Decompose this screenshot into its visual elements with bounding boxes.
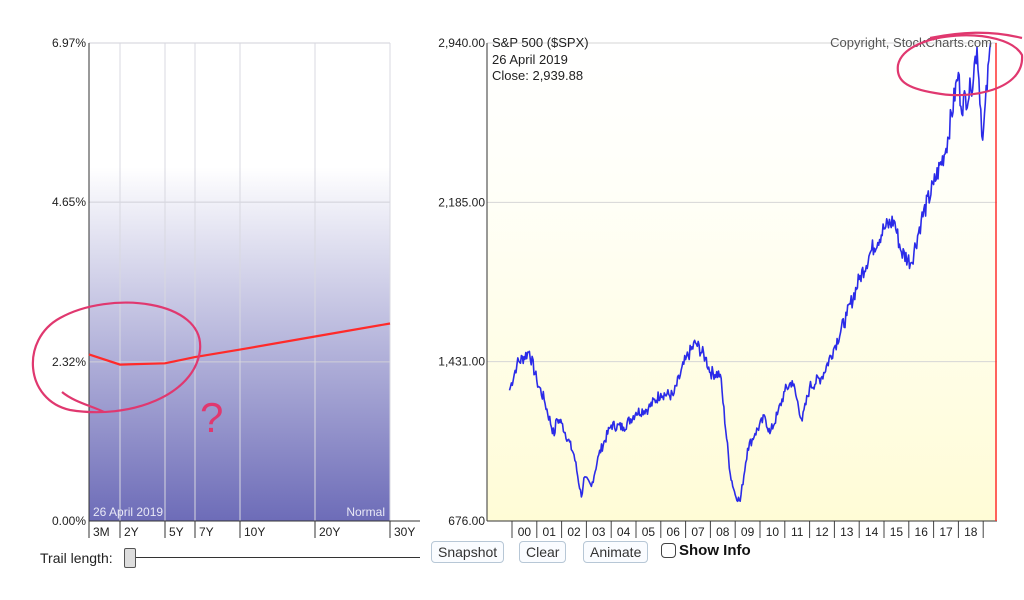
spx-x-tick-label: 08 xyxy=(716,525,730,539)
spx-y-tick-label: 2,940.00 xyxy=(438,36,485,50)
spx-x-tick-label: 09 xyxy=(741,525,755,539)
yield-curve-line xyxy=(88,322,391,366)
spx-x-tick-label: 02 xyxy=(567,525,581,539)
spx-close-label: Close: 2,939.88 xyxy=(492,68,583,83)
spx-x-tick-label: 12 xyxy=(815,525,829,539)
yield-grid xyxy=(89,42,391,522)
yield-y-tick-label: 2.32% xyxy=(52,355,86,369)
spx-x-tick-label: 03 xyxy=(592,525,606,539)
trail-length-slider-track[interactable] xyxy=(124,557,420,558)
spx-y-axis: 2,940.00 2,185.00 1,431.00 676.00 xyxy=(438,36,485,528)
clear-button[interactable]: Clear xyxy=(519,541,567,563)
yield-y-tick-label: 4.65% xyxy=(52,195,86,209)
show-info-checkbox[interactable] xyxy=(661,543,676,558)
yield-curve-chart: 6.97% 4.65% 2.32% 0.00% 3M 2Y 5Y 7Y 10Y 20Y 30Y 2… xyxy=(52,36,420,539)
spx-x-axis: 00 01 02 03 04 05 06 07 08 09 10 11 12 13 14 15 16 17 18 xyxy=(511,521,984,539)
yield-x-tick-label: 7Y xyxy=(199,525,214,539)
spx-x-tick-label: 17 xyxy=(939,525,953,539)
spx-x-tick-label: 00 xyxy=(518,525,532,539)
spx-price-line xyxy=(508,42,992,503)
spx-x-tick-label: 13 xyxy=(840,525,854,539)
yield-x-tick-label: 30Y xyxy=(394,525,415,539)
show-info-toggle[interactable]: Show Info xyxy=(661,542,751,559)
annotation-circle-yield xyxy=(31,301,202,414)
spx-x-tick-label: 11 xyxy=(791,525,804,539)
spx-x-tick-label: 01 xyxy=(543,525,557,539)
spx-x-tick-label: 16 xyxy=(915,525,929,539)
spx-y-tick-label: 1,431.00 xyxy=(438,355,485,369)
show-info-label: Show Info xyxy=(679,542,751,559)
pink-annotations: ? xyxy=(31,31,1024,441)
spx-grid xyxy=(487,42,997,363)
animate-button[interactable]: Animate xyxy=(583,541,649,563)
yield-x-tick-label: 5Y xyxy=(169,525,184,539)
copyright-label: Copyright, StockCharts.com xyxy=(830,35,992,50)
spx-x-tick-label: 10 xyxy=(766,525,780,539)
yield-date-label: 26 April 2019 xyxy=(93,505,163,519)
spx-x-tick-label: 07 xyxy=(691,525,705,539)
yield-x-tick-label: 10Y xyxy=(244,525,265,539)
annotation-question-mark: ? xyxy=(200,394,223,441)
spx-date-label: 26 April 2019 xyxy=(492,52,568,67)
snapshot-button[interactable]: Snapshot xyxy=(431,541,505,563)
yield-y-tick-label: 0.00% xyxy=(52,514,86,528)
yield-x-tick-label: 2Y xyxy=(124,525,139,539)
spx-x-tick-label: 18 xyxy=(964,525,978,539)
yield-y-tick-label: 6.97% xyxy=(52,36,86,50)
yield-curve-shape-label: Normal xyxy=(346,505,385,519)
annotation-circle-spx xyxy=(896,34,1024,97)
annotation-tail-spx xyxy=(929,31,1023,40)
trail-length-label: Trail length: xyxy=(40,550,113,566)
spx-x-tick-label: 15 xyxy=(890,525,904,539)
spx-y-tick-label: 2,185.00 xyxy=(438,195,485,209)
trail-length-slider-handle[interactable] xyxy=(124,548,136,568)
spx-x-tick-label: 06 xyxy=(667,525,681,539)
spx-x-tick-label: 05 xyxy=(642,525,656,539)
spx-plot-background xyxy=(487,43,997,521)
spx-x-tick-label: 04 xyxy=(617,525,631,539)
yield-x-axis: 3M 2Y 5Y 7Y 10Y 20Y 30Y xyxy=(88,521,415,539)
spx-x-tick-label: 14 xyxy=(865,525,879,539)
spx-y-tick-label: 676.00 xyxy=(448,514,485,528)
annotation-tail-yield xyxy=(61,391,105,413)
yield-y-axis: 6.97% 4.65% 2.32% 0.00% xyxy=(52,36,86,528)
spx-title: S&P 500 ($SPX) xyxy=(492,35,589,50)
yield-x-tick-label: 3M xyxy=(93,525,110,539)
yield-x-tick-label: 20Y xyxy=(319,525,340,539)
